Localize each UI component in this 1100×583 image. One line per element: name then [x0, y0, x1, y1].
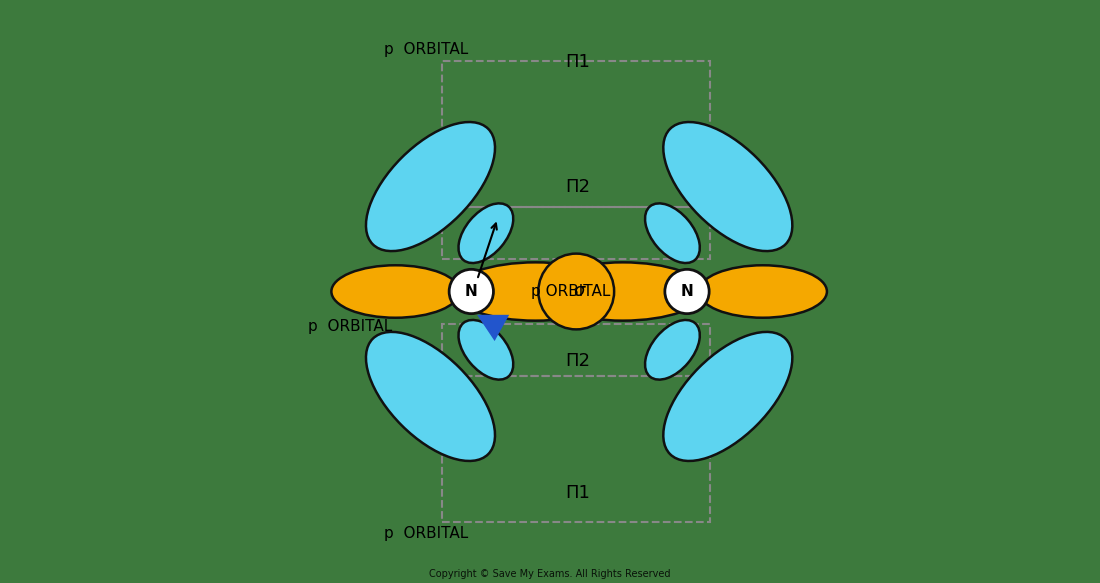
- Text: Π2: Π2: [565, 178, 591, 195]
- Ellipse shape: [645, 320, 700, 380]
- Ellipse shape: [645, 203, 700, 263]
- Circle shape: [538, 254, 614, 329]
- Text: N: N: [465, 284, 477, 299]
- Ellipse shape: [366, 122, 495, 251]
- Circle shape: [664, 269, 710, 314]
- Text: p  ORBITAL: p ORBITAL: [384, 526, 469, 541]
- Ellipse shape: [366, 332, 495, 461]
- Text: p  ORBITAL: p ORBITAL: [384, 42, 469, 57]
- Text: p  ORBITAL: p ORBITAL: [308, 319, 393, 334]
- Text: Π1: Π1: [565, 54, 591, 71]
- Ellipse shape: [459, 320, 514, 380]
- Text: σ: σ: [573, 283, 585, 300]
- Polygon shape: [477, 315, 509, 341]
- Ellipse shape: [454, 262, 617, 321]
- Circle shape: [449, 269, 494, 314]
- Ellipse shape: [663, 122, 792, 251]
- Ellipse shape: [541, 262, 704, 321]
- Text: Copyright © Save My Exams. All Rights Reserved: Copyright © Save My Exams. All Rights Re…: [429, 569, 671, 580]
- Text: Π1: Π1: [565, 484, 591, 501]
- Ellipse shape: [459, 203, 514, 263]
- Text: N: N: [681, 284, 693, 299]
- Ellipse shape: [331, 265, 460, 318]
- Text: Π2: Π2: [565, 353, 591, 370]
- Text: p ORBITAL: p ORBITAL: [531, 284, 610, 299]
- Ellipse shape: [698, 265, 827, 318]
- Ellipse shape: [663, 332, 792, 461]
